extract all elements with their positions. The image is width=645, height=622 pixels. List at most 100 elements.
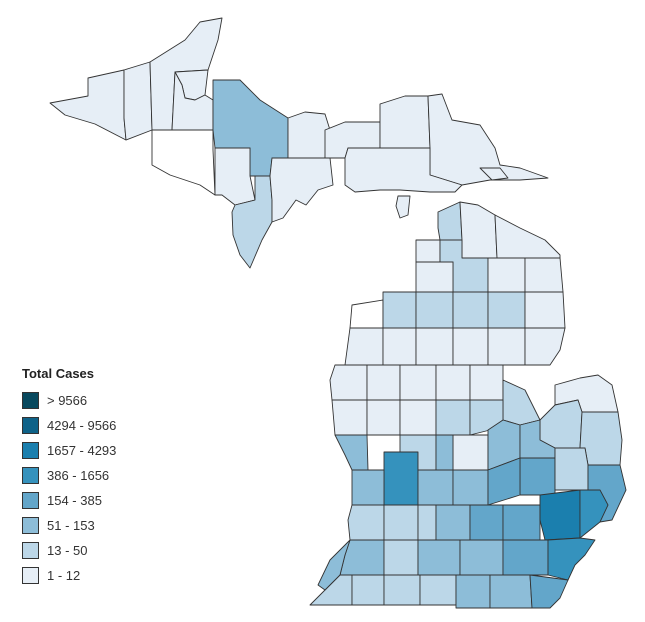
county[interactable]: [417, 469, 454, 506]
county[interactable]: [123, 61, 153, 141]
county[interactable]: [519, 457, 556, 496]
county[interactable]: [383, 451, 419, 506]
county[interactable]: [524, 291, 566, 329]
county[interactable]: [437, 201, 463, 241]
map-legend: Total Cases > 9566 4294 - 9566 1657 - 4293…: [22, 366, 182, 588]
legend-label: 1657 - 4293: [47, 443, 117, 458]
county[interactable]: [351, 574, 385, 606]
county[interactable]: [366, 399, 401, 436]
county[interactable]: [469, 504, 504, 541]
county[interactable]: [479, 167, 509, 181]
county[interactable]: [349, 299, 384, 329]
county[interactable]: [287, 111, 331, 159]
county[interactable]: [49, 69, 127, 141]
county[interactable]: [579, 489, 609, 539]
county[interactable]: [415, 291, 454, 329]
legend-item: 51 - 153: [22, 513, 182, 538]
legend-item: 1 - 12: [22, 563, 182, 588]
county[interactable]: [554, 447, 589, 491]
upper-peninsula: [49, 17, 549, 269]
county[interactable]: [502, 539, 549, 576]
legend-swatch: [22, 517, 39, 534]
lower-peninsula: [309, 201, 627, 609]
legend-swatch: [22, 417, 39, 434]
county[interactable]: [417, 504, 437, 541]
county[interactable]: [351, 469, 385, 506]
legend-label: 4294 - 9566: [47, 418, 117, 433]
county[interactable]: [415, 239, 441, 263]
county[interactable]: [452, 434, 489, 471]
county[interactable]: [494, 214, 561, 259]
legend-swatch: [22, 542, 39, 559]
legend-item: 13 - 50: [22, 538, 182, 563]
legend-item: > 9566: [22, 388, 182, 413]
county[interactable]: [383, 574, 421, 606]
legend-swatch: [22, 492, 39, 509]
county[interactable]: [502, 379, 541, 426]
county[interactable]: [524, 327, 566, 366]
county[interactable]: [399, 399, 437, 436]
legend-swatch: [22, 467, 39, 484]
county[interactable]: [334, 434, 369, 471]
legend-label: 51 - 153: [47, 518, 95, 533]
county[interactable]: [151, 129, 216, 196]
legend-swatch: [22, 442, 39, 459]
county[interactable]: [547, 537, 596, 581]
county[interactable]: [417, 539, 461, 576]
county[interactable]: [317, 539, 351, 591]
county[interactable]: [452, 469, 489, 506]
county[interactable]: [487, 327, 526, 366]
county[interactable]: [329, 364, 368, 401]
county[interactable]: [269, 157, 334, 223]
county[interactable]: [415, 261, 454, 293]
county[interactable]: [459, 539, 504, 576]
county[interactable]: [435, 434, 454, 471]
legend-item: 4294 - 9566: [22, 413, 182, 438]
county[interactable]: [344, 327, 384, 366]
county[interactable]: [383, 504, 419, 541]
county[interactable]: [419, 574, 457, 606]
county[interactable]: [435, 399, 471, 436]
county[interactable]: [399, 364, 437, 401]
legend-label: 13 - 50: [47, 543, 88, 558]
legend-item: 1657 - 4293: [22, 438, 182, 463]
county[interactable]: [415, 327, 454, 366]
legend-swatch: [22, 392, 39, 409]
county[interactable]: [487, 257, 526, 293]
county[interactable]: [331, 399, 368, 436]
county[interactable]: [502, 504, 541, 541]
county[interactable]: [382, 327, 417, 366]
county[interactable]: [469, 364, 504, 401]
county[interactable]: [487, 457, 521, 506]
county[interactable]: [383, 539, 419, 576]
county[interactable]: [366, 364, 401, 401]
county[interactable]: [524, 257, 564, 293]
county[interactable]: [459, 201, 498, 259]
county[interactable]: [452, 291, 489, 329]
legend-label: 386 - 1656: [47, 468, 110, 483]
county[interactable]: [382, 291, 417, 329]
county[interactable]: [455, 574, 491, 609]
county[interactable]: [529, 574, 569, 609]
legend-swatch: [22, 567, 39, 584]
legend-title: Total Cases: [22, 366, 95, 381]
county[interactable]: [539, 399, 583, 449]
county[interactable]: [379, 95, 431, 149]
legend-items: > 9566 4294 - 9566 1657 - 4293 386 - 1656 15…: [22, 388, 182, 588]
county[interactable]: [539, 489, 581, 541]
county[interactable]: [214, 147, 256, 206]
county[interactable]: [435, 504, 471, 541]
legend-label: 154 - 385: [47, 493, 102, 508]
county[interactable]: [435, 364, 471, 401]
legend-label: > 9566: [47, 393, 88, 408]
county[interactable]: [347, 504, 385, 541]
county[interactable]: [395, 195, 411, 219]
county[interactable]: [344, 147, 463, 193]
county[interactable]: [452, 327, 489, 366]
county[interactable]: [487, 291, 526, 329]
legend-item: 386 - 1656: [22, 463, 182, 488]
legend-label: 1 - 12: [47, 568, 81, 583]
legend-item: 154 - 385: [22, 488, 182, 513]
county[interactable]: [489, 574, 533, 609]
